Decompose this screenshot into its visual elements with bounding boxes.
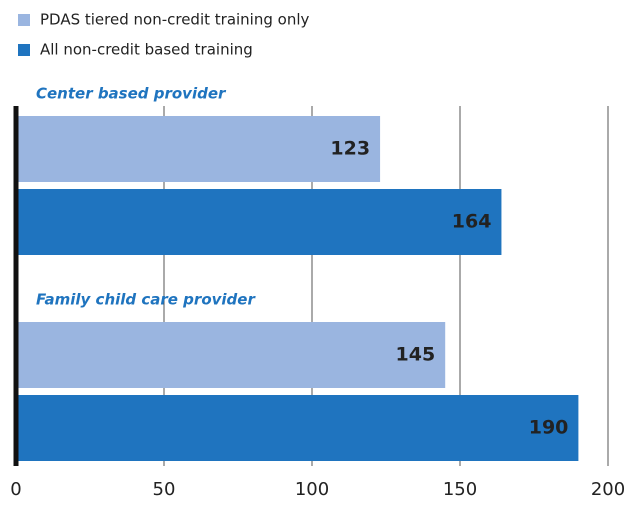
bar — [16, 395, 579, 461]
value-label: 190 — [529, 417, 569, 439]
bar — [16, 116, 381, 182]
category-label: Center based provider — [36, 85, 227, 103]
legend-swatch — [18, 14, 30, 26]
x-tick-label: 50 — [153, 479, 176, 500]
value-label: 123 — [330, 138, 370, 160]
value-label: 164 — [452, 211, 492, 233]
x-tick-label: 0 — [10, 479, 21, 500]
bar — [16, 322, 446, 388]
legend-swatch — [18, 44, 30, 56]
legend-label: All non-credit based training — [40, 41, 253, 59]
x-tick-label: 100 — [295, 479, 329, 500]
x-tick-label: 150 — [443, 479, 477, 500]
category-label: Family child care provider — [36, 291, 256, 309]
x-tick-label: 200 — [591, 479, 625, 500]
bar — [16, 189, 502, 255]
legend-label: PDAS tiered non-credit training only — [40, 11, 310, 29]
value-label: 145 — [396, 344, 436, 366]
